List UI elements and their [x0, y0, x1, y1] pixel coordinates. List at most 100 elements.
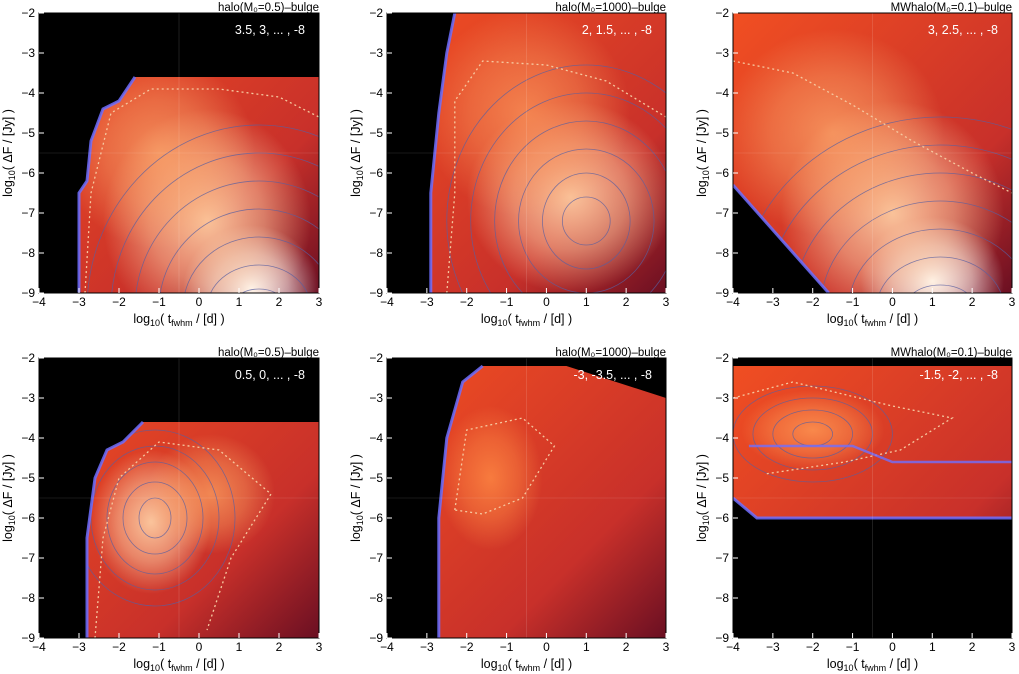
x-tick-label: 0	[889, 295, 896, 309]
x-tick-label: 3	[316, 640, 323, 654]
contour-levels-label: -1.5, -2, ... , -8	[920, 368, 999, 382]
panel-title: halo(M₀=0.5)–bulge	[218, 347, 319, 359]
y-tick-label: −6	[369, 511, 383, 525]
contour-line	[733, 385, 893, 483]
contour-line	[494, 120, 666, 293]
density-map	[733, 13, 1012, 293]
y-tick-label: −7	[21, 206, 35, 220]
x-tick-label: −2	[806, 640, 820, 654]
x-tick-label: −1	[152, 295, 166, 309]
contour-line	[206, 264, 312, 293]
contour-line	[110, 152, 319, 293]
panel-1: −4 −3 −2 −1 0 1 2 3 −2 −3 −4 −5 −6 −7 −8 −9 halo(M₀=0.5)…	[1, 2, 323, 328]
y-tick-label: −5	[21, 471, 35, 485]
contour-line	[772, 409, 853, 459]
dotted-contour	[454, 417, 556, 515]
contour-line	[470, 92, 666, 293]
contour-line	[446, 64, 666, 293]
x-tick-label: −3	[72, 640, 86, 654]
panel-5: −4 −3 −2 −1 0 1 2 3 −2 −3 −4 −5 −6 −7 −8 −9 halo(M₀=1000…	[349, 347, 670, 673]
x-tick-label: 2	[623, 295, 630, 309]
x-axis-label: log10( tfwhm / [d] )	[133, 657, 224, 673]
y-tick-label: −4	[21, 86, 35, 100]
panel-title: halo(M₀=1000)–bulge	[555, 2, 666, 14]
y-tick-label: −3	[21, 391, 35, 405]
dotted-contour	[94, 441, 272, 638]
y-tick-label: −5	[715, 471, 729, 485]
y-tick-label: −6	[21, 166, 35, 180]
x-tick-label: −4	[726, 295, 740, 309]
detection-edge	[77, 76, 137, 293]
contour-line	[903, 284, 977, 293]
detection-edge	[733, 184, 830, 293]
detection-edge	[429, 13, 457, 293]
y-tick-label: −4	[21, 431, 35, 445]
y-tick-label: −6	[715, 511, 729, 525]
x-tick-label: 2	[276, 640, 283, 654]
contour-line	[876, 256, 1005, 293]
contour-line	[86, 124, 319, 293]
y-tick-label: −5	[715, 126, 729, 140]
x-tick-label: 0	[196, 295, 203, 309]
x-tick-label: 0	[889, 640, 896, 654]
plot-area	[387, 13, 666, 293]
contour-line	[138, 497, 172, 539]
y-tick-label: −2	[21, 6, 35, 20]
dotted-contour	[733, 60, 1012, 194]
y-tick-label: −8	[715, 246, 729, 260]
x-tick-label: −3	[420, 295, 434, 309]
x-tick-label: −4	[32, 295, 46, 309]
y-tick-label: −9	[715, 286, 729, 300]
y-tick-label: −3	[715, 391, 729, 405]
contour-levels-label: 3.5, 3, ... , -8	[235, 23, 305, 37]
y-tick-label: −2	[715, 6, 729, 20]
plot-area	[39, 13, 319, 293]
x-tick-label: −1	[846, 640, 860, 654]
contour-line	[106, 461, 204, 575]
x-tick-label: −4	[380, 640, 394, 654]
panel-title: halo(M₀=1000)–bulge	[555, 347, 666, 359]
contour-line	[820, 200, 1012, 293]
y-tick-label: −5	[369, 126, 383, 140]
contour-line	[764, 144, 1012, 293]
x-tick-label: 2	[969, 640, 976, 654]
contour-levels-label: 2, 1.5, ... , -8	[582, 23, 652, 37]
x-tick-label: −1	[152, 640, 166, 654]
density-glow	[740, 390, 885, 470]
x-tick-label: 0	[543, 640, 550, 654]
y-tick-label: −2	[715, 351, 729, 365]
y-tick-label: −3	[21, 46, 35, 60]
y-tick-label: −3	[715, 46, 729, 60]
y-tick-label: −4	[369, 86, 383, 100]
panel-3: −4 −3 −2 −1 0 1 2 3 −2 −3 −4 −5 −6 −7 −8 −9 MWhalo(M₀=0.…	[695, 2, 1016, 328]
detection-edge	[437, 364, 484, 638]
x-tick-label: 3	[1009, 295, 1016, 309]
contour-line	[518, 148, 655, 293]
x-axis-label: log10( tfwhm / [d] )	[827, 312, 918, 328]
y-tick-label: −8	[369, 591, 383, 605]
y-axis-label: log10( ΔF / [Jy] )	[1, 109, 17, 197]
density-map	[430, 13, 666, 293]
contour-line	[848, 228, 1012, 293]
x-tick-label: −3	[766, 640, 780, 654]
y-tick-label: −7	[715, 551, 729, 565]
panel-6: −4 −3 −2 −1 0 1 2 3 −2 −3 −4 −5 −6 −7 −8 −9 MWhalo(M₀=0.…	[695, 347, 1016, 673]
y-tick-label: −8	[715, 591, 729, 605]
x-tick-label: 0	[196, 640, 203, 654]
x-tick-label: −1	[846, 295, 860, 309]
x-tick-label: 1	[583, 640, 590, 654]
y-tick-label: −9	[369, 631, 383, 645]
y-tick-label: −9	[715, 631, 729, 645]
plot-frame	[386, 357, 667, 639]
plot-area	[733, 358, 1012, 638]
x-tick-label: −4	[380, 295, 394, 309]
x-tick-label: 3	[1009, 640, 1016, 654]
plot-frame	[38, 12, 320, 294]
panel-title: MWhalo(M₀=0.1)–bulge	[891, 2, 1012, 14]
y-tick-label: −2	[369, 6, 383, 20]
contour-line	[134, 180, 319, 293]
density-map	[438, 366, 666, 638]
x-tick-label: 2	[276, 295, 283, 309]
x-tick-label: −1	[500, 640, 514, 654]
y-tick-label: −6	[369, 166, 383, 180]
